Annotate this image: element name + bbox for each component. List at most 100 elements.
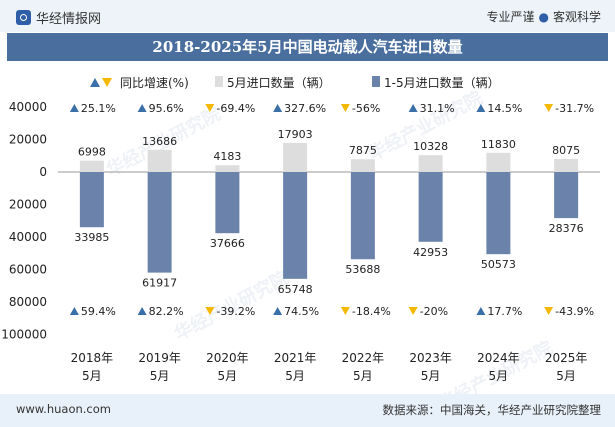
slogan: 专业严谨 ● 客观科学 bbox=[486, 8, 601, 25]
growth-monthly-label: 327.6% bbox=[284, 102, 326, 115]
bar-cumulative bbox=[283, 172, 308, 279]
bar-cumulative bbox=[350, 172, 375, 260]
growth-cumulative-label: -18.4% bbox=[352, 305, 391, 318]
bar-monthly-label: 8075 bbox=[552, 144, 580, 157]
brand-logo-icon bbox=[16, 10, 31, 25]
legend-swatch-cumulative bbox=[372, 76, 380, 87]
bar-cumulative-label: 33985 bbox=[74, 231, 109, 244]
y-tick-label: 100000 bbox=[1, 328, 47, 342]
growth-cumulative-down-icon bbox=[205, 307, 215, 315]
bar-monthly-label: 17903 bbox=[278, 128, 313, 141]
growth-cumulative-label: -39.2% bbox=[216, 305, 255, 318]
brand: 华经情报网 bbox=[16, 8, 101, 27]
growth-monthly-up-icon bbox=[69, 104, 79, 112]
x-tick-label-month: 5月 bbox=[82, 369, 102, 383]
chart-title: 2018-2025年5月中国电动载人汽车进口数量 bbox=[7, 33, 608, 61]
x-tick-label-month: 5月 bbox=[285, 369, 305, 383]
x-tick-label-year: 2021年 bbox=[274, 351, 317, 365]
x-tick-label-year: 2023年 bbox=[409, 351, 452, 365]
y-tick-label: 80000 bbox=[9, 295, 47, 309]
bar-monthly bbox=[418, 155, 443, 172]
bar-cumulative-label: 37666 bbox=[210, 237, 245, 250]
growth-cumulative-label: 74.5% bbox=[284, 305, 319, 318]
bar-cumulative bbox=[147, 172, 172, 273]
bar-cumulative-label: 28376 bbox=[549, 222, 584, 235]
brand-name: 华经情报网 bbox=[36, 12, 102, 27]
growth-cumulative-label: -20% bbox=[420, 305, 448, 318]
growth-cumulative-down-icon bbox=[340, 307, 350, 315]
footer: www.huaon.com 数据来源：中国海关，华经产业研究院整理 bbox=[0, 394, 615, 427]
growth-monthly-down-icon bbox=[205, 104, 215, 112]
bar-monthly bbox=[147, 149, 172, 172]
x-tick-label-month: 5月 bbox=[421, 369, 441, 383]
growth-monthly-up-icon bbox=[137, 104, 147, 112]
y-tick-label: 60000 bbox=[9, 263, 47, 277]
y-tick-label: 20000 bbox=[9, 198, 47, 212]
bar-cumulative-label: 61917 bbox=[142, 277, 177, 290]
bar-monthly-label: 11830 bbox=[481, 138, 516, 151]
y-tick-label: 40000 bbox=[9, 230, 47, 244]
growth-monthly-up-icon bbox=[408, 104, 418, 112]
legend-cumulative-label: 1-5月进口数量（辆） bbox=[384, 75, 500, 90]
footer-site: www.huaon.com bbox=[16, 402, 111, 416]
bar-monthly bbox=[350, 159, 375, 172]
bar-monthly bbox=[215, 165, 240, 172]
legend-up-triangle-icon bbox=[90, 78, 100, 87]
bar-cumulative bbox=[79, 172, 104, 228]
bullet-icon: ● bbox=[538, 10, 549, 24]
legend-swatch-monthly bbox=[215, 76, 223, 87]
bar-cumulative bbox=[215, 172, 240, 234]
growth-cumulative-down-icon bbox=[408, 307, 418, 315]
x-tick-label-year: 2025年 bbox=[545, 351, 588, 365]
x-tick-label-year: 2020年 bbox=[206, 351, 249, 365]
growth-cumulative-down-icon bbox=[544, 307, 554, 315]
bar-cumulative bbox=[554, 172, 579, 219]
bar-monthly-label: 6998 bbox=[78, 146, 106, 159]
growth-monthly-down-icon bbox=[544, 104, 554, 112]
bar-monthly bbox=[283, 142, 308, 172]
bar-monthly bbox=[79, 160, 104, 172]
growth-cumulative-up-icon bbox=[137, 307, 147, 315]
legend-down-triangle-icon bbox=[102, 78, 112, 87]
bar-monthly-label: 10328 bbox=[413, 140, 448, 153]
bar-cumulative-label: 53688 bbox=[345, 263, 380, 276]
y-tick-label: 20000 bbox=[9, 133, 47, 147]
growth-monthly-label: 95.6% bbox=[149, 102, 184, 115]
slogan-left: 专业严谨 bbox=[486, 10, 535, 24]
bar-cumulative-label: 42953 bbox=[413, 246, 448, 259]
growth-cumulative-label: 82.2% bbox=[149, 305, 184, 318]
growth-cumulative-up-icon bbox=[69, 307, 79, 315]
growth-cumulative-label: 59.4% bbox=[81, 305, 116, 318]
x-tick-label-month: 5月 bbox=[218, 369, 238, 383]
growth-monthly-label: 14.5% bbox=[487, 102, 522, 115]
y-tick-label: 0 bbox=[39, 165, 47, 179]
legend-growth-label: 同比增速(%) bbox=[120, 76, 189, 90]
growth-monthly-label: -69.4% bbox=[216, 102, 255, 115]
slogan-right: 客观科学 bbox=[552, 10, 601, 24]
bar-cumulative-label: 65748 bbox=[278, 283, 313, 296]
chart-canvas: 同比增速(%) 5月进口数量（辆） 1-5月进口数量（辆） 40000 20000 0 20… bbox=[1, 75, 600, 383]
x-tick-label-month: 5月 bbox=[150, 369, 170, 383]
x-tick-label-year: 2018年 bbox=[71, 351, 114, 365]
bar-cumulative bbox=[418, 172, 443, 242]
x-tick-label-month: 5月 bbox=[489, 369, 509, 383]
bar-monthly bbox=[486, 152, 511, 172]
x-tick-label-month: 5月 bbox=[353, 369, 373, 383]
growth-monthly-down-icon bbox=[340, 104, 350, 112]
growth-cumulative-up-icon bbox=[476, 307, 486, 315]
top-bar: 华经情报网 专业严谨 ● 客观科学 bbox=[0, 0, 615, 32]
x-tick-label-year: 2024年 bbox=[477, 351, 520, 365]
bar-cumulative bbox=[486, 172, 511, 255]
growth-cumulative-up-icon bbox=[273, 307, 283, 315]
growth-cumulative-label: -43.9% bbox=[555, 305, 594, 318]
bar-monthly-label: 13686 bbox=[142, 135, 177, 148]
growth-cumulative-label: 17.7% bbox=[487, 305, 522, 318]
legend-monthly-label: 5月进口数量（辆） bbox=[227, 75, 331, 90]
x-tick-label-month: 5月 bbox=[556, 369, 576, 383]
growth-monthly-label: -31.7% bbox=[555, 102, 594, 115]
growth-monthly-label: 25.1% bbox=[81, 102, 116, 115]
growth-monthly-up-icon bbox=[476, 104, 486, 112]
bar-cumulative-label: 50573 bbox=[481, 258, 516, 271]
bar-monthly-label: 4183 bbox=[213, 150, 241, 163]
y-tick-label: 40000 bbox=[9, 100, 47, 114]
